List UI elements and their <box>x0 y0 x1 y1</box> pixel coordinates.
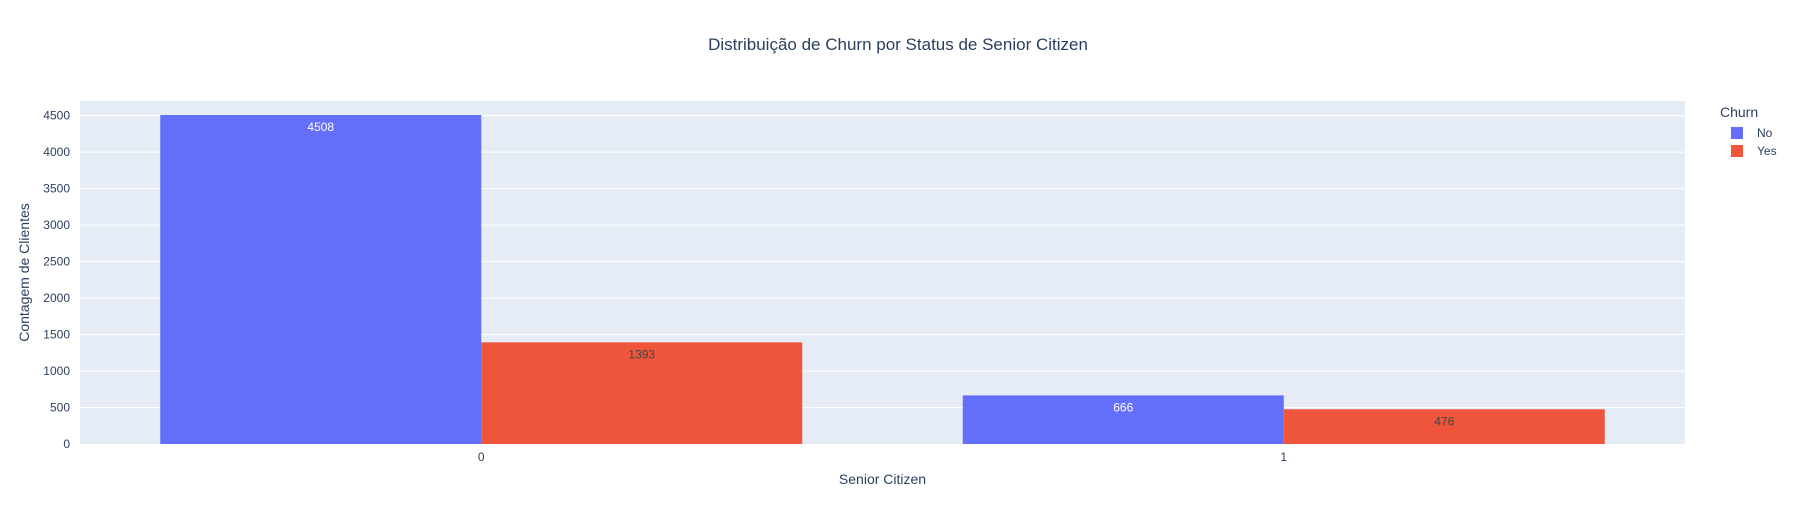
y-tick-label: 4000 <box>43 145 70 159</box>
data-label: 1393 <box>628 347 655 361</box>
bar-yes-0[interactable] <box>481 342 803 444</box>
legend-title: Churn <box>1720 104 1758 120</box>
y-tick-label: 4500 <box>43 109 70 123</box>
x-axis-title: Senior Citizen <box>839 471 926 487</box>
y-axis-ticks: 0 500 1000 1500 2000 2500 3000 3500 4000 4500 <box>43 109 70 451</box>
y-tick-label: 3000 <box>43 218 70 232</box>
x-tick-label: 1 <box>1280 450 1287 464</box>
legend-label-no[interactable]: No <box>1757 126 1773 140</box>
y-tick-label: 2500 <box>43 255 70 269</box>
legend: Churn No Yes <box>1720 104 1777 158</box>
x-tick-label: 0 <box>478 450 485 464</box>
bar-yes-1[interactable] <box>1283 409 1605 444</box>
chart-title: Distribuição de Churn por Status de Seni… <box>708 35 1088 54</box>
data-label: 476 <box>1434 414 1454 428</box>
data-labels: 4508 1393 666 476 <box>307 120 1454 428</box>
data-label: 4508 <box>307 120 334 134</box>
bar-no-0[interactable] <box>160 115 482 445</box>
legend-swatch-yes[interactable] <box>1731 145 1743 157</box>
y-tick-label: 1500 <box>43 328 70 342</box>
y-tick-label: 0 <box>63 437 70 451</box>
bar-no-1[interactable] <box>962 395 1284 444</box>
legend-label-yes[interactable]: Yes <box>1757 144 1777 158</box>
legend-items: No Yes <box>1731 126 1777 158</box>
y-axis-title: Contagem de Clientes <box>16 203 32 342</box>
legend-swatch-no[interactable] <box>1731 127 1743 139</box>
y-tick-label: 500 <box>50 401 70 415</box>
y-tick-label: 2000 <box>43 291 70 305</box>
data-label: 666 <box>1113 400 1133 414</box>
y-tick-label: 1000 <box>43 364 70 378</box>
bars <box>160 115 1605 445</box>
y-tick-label: 3500 <box>43 182 70 196</box>
